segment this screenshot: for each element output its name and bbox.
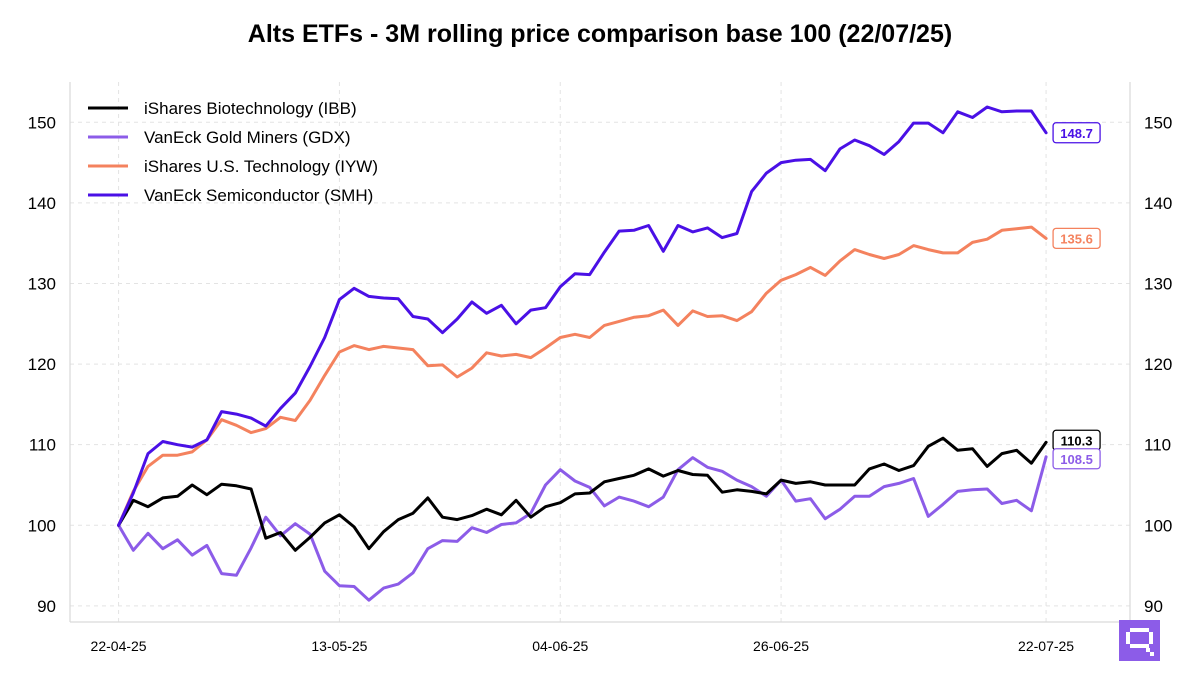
end-label-2: 135.6 — [1052, 227, 1101, 250]
x-tick-label: 26-06-25 — [753, 638, 809, 654]
chart-title: Alts ETFs - 3M rolling price comparison … — [248, 20, 952, 48]
x-tick-label: 22-07-25 — [1018, 638, 1074, 654]
y-tick-label-left: 150 — [28, 113, 56, 132]
y-tick-label-left: 130 — [28, 274, 56, 293]
y-tick-label-left: 90 — [37, 597, 56, 616]
x-axis: 22-04-25 13-05-25 04-06-25 26-06-25 22-07-25 — [91, 638, 1075, 654]
end-label-3: 148.7 — [1052, 122, 1101, 144]
end-label-text: 108.5 — [1060, 452, 1093, 467]
y-tick-label-right: 120 — [1144, 355, 1172, 374]
y-tick-label-right: 110 — [1144, 436, 1171, 455]
x-tick-label: 22-04-25 — [91, 638, 147, 654]
end-labels: 110.3 108.5 135.6 148.7 — [1052, 122, 1101, 470]
y-tick-label-right: 100 — [1144, 516, 1172, 535]
x-tick-label: 04-06-25 — [532, 638, 588, 654]
end-label-box — [1052, 227, 1101, 250]
series-line-1 — [117, 455, 1048, 602]
legend-label: VanEck Gold Miners (GDX) — [144, 128, 351, 147]
end-label-text: 148.7 — [1060, 126, 1093, 141]
y-tick-label-right: 90 — [1144, 597, 1163, 616]
y-tick-label-left: 140 — [28, 194, 56, 213]
legend-label: iShares Biotechnology (IBB) — [144, 99, 357, 118]
end-label-0: 110.3 — [1052, 429, 1101, 451]
y-axis-left: 90 100 110 120 130 140 150 — [28, 113, 56, 616]
y-tick-label-right: 130 — [1144, 274, 1172, 293]
plot-frame — [69, 82, 1131, 623]
series-line-3 — [117, 105, 1048, 527]
end-label-box — [1052, 448, 1101, 470]
legend-label: VanEck Semiconductor (SMH) — [144, 186, 373, 205]
end-label-1: 108.5 — [1052, 448, 1101, 470]
y-axis-right: 90 100 110 120 130 140 150 — [1144, 113, 1172, 616]
end-label-text: 135.6 — [1060, 231, 1093, 246]
y-tick-label-left: 110 — [29, 436, 56, 455]
y-tick-label-left: 120 — [28, 355, 56, 374]
logo-glyph-icon — [1126, 628, 1154, 656]
legend-label: iShares U.S. Technology (IYW) — [144, 157, 378, 176]
legend: iShares Biotechnology (IBB) VanEck Gold M… — [88, 99, 378, 205]
y-tick-label-right: 150 — [1144, 113, 1172, 132]
legend-item-0: iShares Biotechnology (IBB) — [88, 99, 357, 118]
legend-item-3: VanEck Semiconductor (SMH) — [88, 186, 373, 205]
y-tick-label-right: 140 — [1144, 194, 1172, 213]
y-tick-label-left: 100 — [28, 516, 56, 535]
brand-logo — [1119, 620, 1160, 661]
series-group — [117, 105, 1048, 602]
grid — [70, 82, 1130, 622]
end-label-text: 110.3 — [1061, 433, 1093, 448]
end-label-box — [1052, 122, 1101, 144]
legend-item-2: iShares U.S. Technology (IYW) — [88, 157, 378, 176]
series-line-2 — [117, 225, 1048, 527]
series-line-0 — [117, 436, 1048, 552]
x-tick-label: 13-05-25 — [311, 638, 367, 654]
legend-item-1: VanEck Gold Miners (GDX) — [88, 128, 351, 147]
